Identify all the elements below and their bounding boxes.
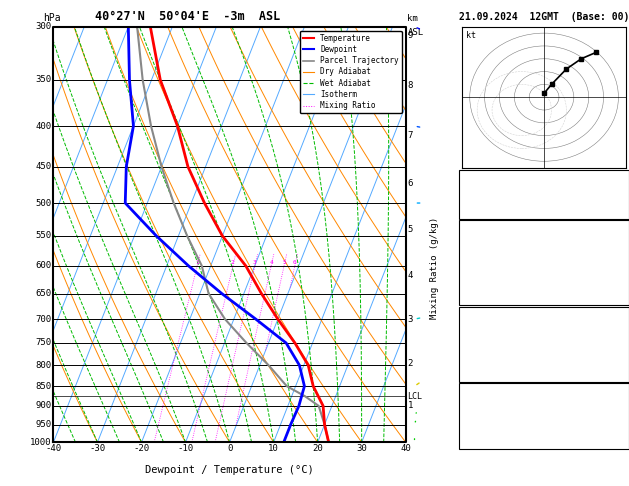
Text: 700: 700 — [36, 314, 52, 324]
Text: 319: 319 — [610, 258, 626, 267]
Text: 0: 0 — [620, 359, 626, 368]
Text: Lifted Index: Lifted Index — [462, 346, 527, 355]
Text: 0: 0 — [620, 295, 626, 304]
Text: 5: 5 — [282, 260, 286, 265]
Text: Temp (°C): Temp (°C) — [462, 234, 511, 243]
Text: 0: 0 — [227, 444, 232, 453]
Text: 650: 650 — [36, 289, 52, 298]
Text: 300: 300 — [36, 22, 52, 31]
Text: K: K — [462, 174, 468, 183]
Text: StmDir: StmDir — [462, 425, 494, 434]
Text: 7: 7 — [408, 131, 413, 139]
Text: 750: 750 — [36, 338, 52, 347]
Text: 2.95: 2.95 — [604, 206, 626, 215]
Text: 2: 2 — [231, 260, 235, 265]
Text: θε(K): θε(K) — [462, 258, 489, 267]
Text: 324: 324 — [610, 333, 626, 343]
Text: 2: 2 — [620, 346, 626, 355]
Text: Surface: Surface — [525, 222, 563, 231]
Text: CAPE (J): CAPE (J) — [462, 282, 505, 292]
Text: 42: 42 — [615, 190, 626, 199]
Text: SREH: SREH — [462, 412, 484, 421]
Text: -40: -40 — [45, 444, 62, 453]
Text: 950: 950 — [36, 420, 52, 429]
Text: 274°: 274° — [604, 425, 626, 434]
Text: Totals Totals: Totals Totals — [462, 190, 532, 199]
Text: 13: 13 — [615, 438, 626, 447]
Text: 400: 400 — [36, 122, 52, 131]
Text: 1000: 1000 — [30, 438, 52, 447]
Text: 1: 1 — [408, 401, 413, 410]
Text: Dewpoint / Temperature (°C): Dewpoint / Temperature (°C) — [145, 465, 314, 475]
Text: 2: 2 — [408, 359, 413, 367]
Text: 0: 0 — [620, 282, 626, 292]
Text: 12.3: 12.3 — [604, 246, 626, 255]
Text: Lifted Index: Lifted Index — [462, 270, 527, 279]
Text: kt: kt — [465, 31, 476, 40]
Text: PW (cm): PW (cm) — [462, 206, 500, 215]
Text: CAPE (J): CAPE (J) — [462, 359, 505, 368]
Text: 8: 8 — [408, 81, 413, 90]
Text: 6: 6 — [408, 178, 413, 188]
Text: 4: 4 — [620, 270, 626, 279]
Text: hPa: hPa — [43, 13, 60, 22]
Text: CIN (J): CIN (J) — [462, 295, 500, 304]
Text: 40: 40 — [400, 444, 411, 453]
Text: Most Unstable: Most Unstable — [509, 309, 579, 317]
Text: ASL: ASL — [408, 28, 423, 37]
Text: 350: 350 — [36, 75, 52, 85]
Text: km: km — [408, 14, 418, 22]
Text: 600: 600 — [36, 261, 52, 270]
Text: EH: EH — [462, 399, 473, 408]
Text: -20: -20 — [133, 444, 150, 453]
Text: © weatheronline.co.uk: © weatheronline.co.uk — [496, 431, 593, 440]
Text: 10: 10 — [268, 444, 279, 453]
Text: StmSpd (kt): StmSpd (kt) — [462, 438, 521, 447]
Text: Dewp (°C): Dewp (°C) — [462, 246, 511, 255]
Text: 800: 800 — [36, 361, 52, 370]
Text: Mixing Ratio (g/kg): Mixing Ratio (g/kg) — [430, 217, 438, 319]
Text: 20: 20 — [312, 444, 323, 453]
Text: Pressure (mb): Pressure (mb) — [462, 321, 532, 330]
Text: 25: 25 — [615, 174, 626, 183]
Text: 500: 500 — [36, 199, 52, 208]
Text: θε (K): θε (K) — [462, 333, 494, 343]
Text: LCL: LCL — [408, 392, 423, 400]
Text: Hodograph: Hodograph — [520, 385, 568, 395]
Text: 21.09.2024  12GMT  (Base: 00): 21.09.2024 12GMT (Base: 00) — [459, 12, 629, 22]
Text: -10: -10 — [177, 444, 194, 453]
Text: CIN (J): CIN (J) — [462, 371, 500, 380]
Text: 6: 6 — [293, 260, 297, 265]
Text: -30: -30 — [89, 444, 106, 453]
Text: 40°27'N  50°04'E  -3m  ASL: 40°27'N 50°04'E -3m ASL — [95, 10, 280, 22]
Text: 3: 3 — [408, 315, 413, 324]
Text: -23: -23 — [610, 399, 626, 408]
Text: 22.5: 22.5 — [604, 234, 626, 243]
Text: 3: 3 — [253, 260, 257, 265]
Text: 850: 850 — [36, 382, 52, 391]
Text: 5: 5 — [408, 225, 413, 234]
Text: 1: 1 — [196, 260, 199, 265]
Text: 4: 4 — [408, 271, 413, 280]
Text: 4: 4 — [269, 260, 273, 265]
Text: 750: 750 — [610, 321, 626, 330]
Text: 30: 30 — [356, 444, 367, 453]
Text: 900: 900 — [36, 401, 52, 410]
Text: 9: 9 — [408, 31, 413, 40]
Text: 67: 67 — [615, 412, 626, 421]
Legend: Temperature, Dewpoint, Parcel Trajectory, Dry Adiabat, Wet Adiabat, Isotherm, Mi: Temperature, Dewpoint, Parcel Trajectory… — [299, 31, 402, 113]
Text: 0: 0 — [620, 371, 626, 380]
Text: 450: 450 — [36, 162, 52, 171]
Text: 550: 550 — [36, 231, 52, 241]
